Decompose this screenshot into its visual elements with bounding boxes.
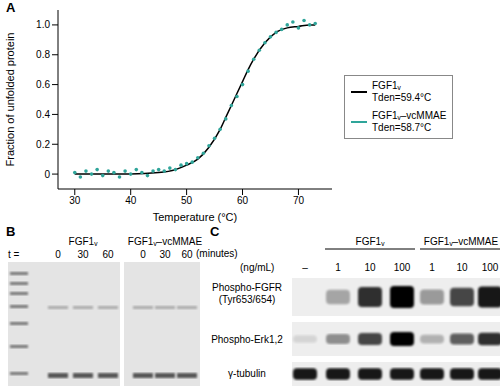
html-text:B: B bbox=[6, 224, 16, 239]
html-text:A: A bbox=[6, 0, 16, 15]
html-text:t =: t = bbox=[8, 249, 20, 260]
html-text:C: C bbox=[210, 224, 220, 239]
html-text:Phospho-FGFR: Phospho-FGFR bbox=[212, 282, 282, 293]
html-text:FGF1ᵥ: FGF1ᵥ bbox=[68, 236, 98, 247]
html-text:60 (minutes): 60 (minutes) bbox=[181, 248, 238, 260]
html-text:FGF1ᵥ: FGF1ᵥ bbox=[372, 80, 401, 91]
html-text:Tden=59.4°C: Tden=59.4°C bbox=[372, 92, 432, 103]
html-text:FGF1ᵥ–vcMMAE: FGF1ᵥ–vcMMAE bbox=[127, 236, 203, 247]
svg-text:Temperature (°C): Temperature (°C) bbox=[153, 211, 237, 223]
html-text:30: 30 bbox=[159, 249, 171, 260]
svg-text:30: 30 bbox=[69, 195, 81, 206]
html-text:10: 10 bbox=[364, 262, 376, 273]
html-text:(Tyr653/654): (Tyr653/654) bbox=[218, 294, 276, 305]
svg-text:0.6: 0.6 bbox=[36, 79, 50, 90]
html-text:10: 10 bbox=[456, 262, 468, 273]
html-text:1: 1 bbox=[335, 262, 341, 273]
svg-text:60: 60 bbox=[237, 195, 249, 206]
html-text:Phospho-Erk1,2: Phospho-Erk1,2 bbox=[211, 334, 283, 345]
html-text:30: 30 bbox=[77, 249, 89, 260]
html-text:100: 100 bbox=[393, 262, 411, 273]
html-text:0: 0 bbox=[140, 249, 146, 260]
svg-text:50: 50 bbox=[181, 195, 193, 206]
html-text:60: 60 bbox=[102, 249, 114, 260]
html-text:FGF1ᵥ–vcMMAE: FGF1ᵥ–vcMMAE bbox=[423, 236, 499, 247]
svg-text:0.4: 0.4 bbox=[36, 109, 50, 120]
svg-text:40: 40 bbox=[125, 195, 137, 206]
svg-text:0: 0 bbox=[44, 169, 50, 180]
html-text:0: 0 bbox=[55, 249, 61, 260]
html-text:(ng/mL): (ng/mL) bbox=[240, 262, 275, 273]
svg-text:70: 70 bbox=[293, 195, 305, 206]
html-text:Tden=58.7°C: Tden=58.7°C bbox=[372, 122, 432, 133]
html-text:1: 1 bbox=[429, 262, 435, 273]
html-text:100: 100 bbox=[481, 262, 499, 273]
html-text:FGF1ᵥ–vcMMAE: FGF1ᵥ–vcMMAE bbox=[372, 110, 447, 121]
html-text:FGF1ᵥ: FGF1ᵥ bbox=[355, 236, 385, 247]
svg-text:Fraction of unfolded protein: Fraction of unfolded protein bbox=[8, 33, 16, 167]
svg-text:1.0: 1.0 bbox=[36, 19, 50, 30]
html-text:γ-tubulin: γ-tubulin bbox=[228, 368, 266, 379]
svg-text:0.8: 0.8 bbox=[36, 49, 50, 60]
svg-text:0.2: 0.2 bbox=[36, 139, 50, 150]
